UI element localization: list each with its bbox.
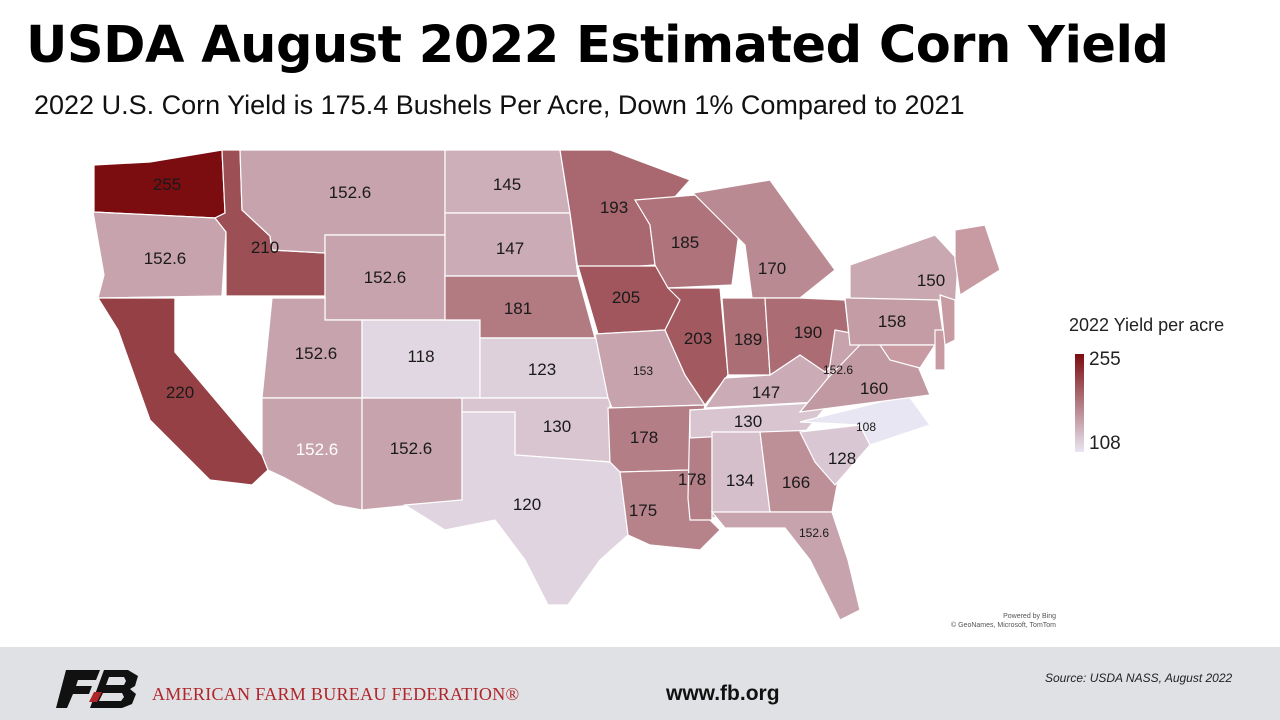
website-link[interactable]: www.fb.org bbox=[666, 682, 780, 705]
state-nj[interactable] bbox=[939, 294, 956, 346]
page-subtitle: 2022 U.S. Corn Yield is 175.4 Bushels Pe… bbox=[34, 90, 965, 120]
state-label-mt: 152.6 bbox=[329, 183, 372, 202]
map-credit-line2: © GeoNames, Microsoft, TomTom bbox=[951, 622, 1056, 629]
state-label-nm: 152.6 bbox=[390, 439, 433, 458]
state-label-oh: 190 bbox=[794, 323, 822, 342]
state-label-wv: 152.6 bbox=[823, 363, 853, 377]
state-label-az: 152.6 bbox=[296, 440, 339, 459]
legend-title: 2022 Yield per acre bbox=[1069, 315, 1225, 335]
state-de[interactable] bbox=[934, 329, 946, 371]
legend-min-label: 108 bbox=[1089, 433, 1121, 454]
footer-bar bbox=[0, 647, 1280, 720]
state-label-mi: 170 bbox=[758, 259, 786, 278]
state-label-ca: 220 bbox=[166, 383, 194, 402]
state-label-mn: 193 bbox=[600, 198, 628, 217]
state-label-ny: 150 bbox=[917, 271, 945, 290]
state-label-wi: 185 bbox=[671, 233, 699, 252]
us-choropleth-map: 255 152.6 220 210 152.6 152.6 152.6 152.6 118 152… bbox=[92, 149, 1001, 621]
state-label-ms: 178 bbox=[678, 470, 706, 489]
state-sc[interactable] bbox=[799, 424, 871, 486]
state-label-mo: 153 bbox=[633, 364, 653, 378]
state-md[interactable] bbox=[878, 344, 937, 369]
state-mi[interactable] bbox=[691, 179, 836, 299]
state-label-tn: 130 bbox=[734, 412, 762, 431]
fb-logo-icon bbox=[56, 670, 138, 708]
state-label-il: 203 bbox=[684, 329, 712, 348]
state-label-ne: 181 bbox=[504, 299, 532, 318]
state-label-ga: 166 bbox=[782, 473, 810, 492]
state-label-sd: 147 bbox=[496, 239, 524, 258]
state-label-or: 152.6 bbox=[144, 249, 187, 268]
state-label-in: 189 bbox=[734, 330, 762, 349]
state-ne-region[interactable] bbox=[954, 224, 1001, 296]
state-label-tx: 120 bbox=[513, 495, 541, 514]
state-il[interactable] bbox=[664, 287, 729, 407]
state-label-co: 118 bbox=[407, 347, 434, 366]
state-label-al: 134 bbox=[726, 471, 754, 490]
state-label-sc: 128 bbox=[828, 449, 856, 468]
state-label-ks: 123 bbox=[528, 360, 556, 379]
state-label-ia: 205 bbox=[612, 288, 640, 307]
state-label-id: 210 bbox=[251, 238, 279, 257]
state-label-ut: 152.6 bbox=[295, 344, 338, 363]
state-label-fl: 152.6 bbox=[799, 526, 829, 540]
state-label-va: 160 bbox=[860, 379, 888, 398]
state-label-nc: 108 bbox=[856, 420, 876, 434]
state-label-la: 175 bbox=[629, 501, 657, 520]
page-title: USDA August 2022 Estimated Corn Yield bbox=[26, 16, 1169, 75]
state-label-wy: 152.6 bbox=[364, 268, 407, 287]
map-credit: Powered by Bing © GeoNames, Microsoft, T… bbox=[930, 612, 1056, 630]
state-label-ar: 178 bbox=[630, 428, 658, 447]
state-fl[interactable] bbox=[710, 511, 861, 621]
state-label-wa: 255 bbox=[153, 175, 181, 194]
state-label-nd: 145 bbox=[493, 175, 521, 194]
state-tx[interactable] bbox=[403, 411, 629, 606]
state-label-pa: 158 bbox=[878, 312, 906, 331]
legend-gradient-bar bbox=[1075, 354, 1084, 452]
state-label-ky: 147 bbox=[752, 383, 780, 402]
org-name: AMERICAN FARM BUREAU FEDERATION® bbox=[152, 684, 520, 704]
map-credit-line1: Powered by Bing bbox=[1003, 613, 1056, 620]
state-label-ok: 130 bbox=[543, 417, 571, 436]
source-note: Source: USDA NASS, August 2022 bbox=[1045, 671, 1233, 685]
legend-max-label: 255 bbox=[1089, 349, 1121, 370]
